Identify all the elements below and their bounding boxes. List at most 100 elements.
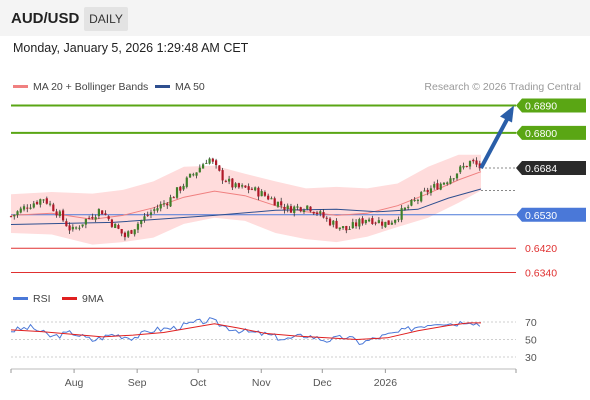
candle-up bbox=[423, 190, 426, 192]
candle-down bbox=[322, 212, 325, 218]
candle-down bbox=[263, 192, 267, 196]
pivot-price-badge bbox=[516, 207, 586, 222]
candle-up bbox=[410, 199, 413, 206]
resistance-price-badge bbox=[516, 98, 586, 113]
candle-down bbox=[91, 216, 94, 219]
candle-down bbox=[436, 183, 439, 190]
candle-down bbox=[120, 228, 123, 234]
copyright: Research © 2026 Trading Central bbox=[424, 81, 581, 93]
candle-down bbox=[55, 211, 58, 216]
symbol-title: AUD/USD bbox=[11, 10, 80, 27]
candle-down bbox=[26, 207, 29, 209]
candle-up bbox=[48, 203, 52, 205]
rsi-tick-label: 70 bbox=[525, 317, 537, 329]
candle-up bbox=[403, 207, 407, 210]
candle-up bbox=[254, 187, 257, 191]
rsi-line bbox=[10, 317, 481, 346]
candle-up bbox=[169, 197, 172, 207]
rsi9ma-legend-swatch bbox=[62, 297, 77, 300]
candle-down bbox=[472, 159, 475, 162]
candle-up bbox=[58, 211, 61, 216]
ma50-line bbox=[10, 188, 482, 225]
candle-down bbox=[354, 222, 358, 227]
candle-up bbox=[156, 208, 159, 211]
candle-down bbox=[267, 195, 270, 200]
candle-up bbox=[442, 182, 446, 185]
candle-up bbox=[319, 211, 322, 214]
timeframe-button[interactable]: DAILY bbox=[84, 7, 128, 31]
candle-down bbox=[104, 213, 107, 215]
candle-up bbox=[446, 182, 449, 184]
candle-up bbox=[468, 161, 472, 167]
candle-down bbox=[68, 225, 71, 231]
candle-down bbox=[172, 197, 175, 199]
candle-down bbox=[381, 221, 384, 226]
candle-up bbox=[78, 227, 81, 229]
forecast-arrow-head bbox=[500, 105, 514, 123]
candle-down bbox=[110, 219, 114, 227]
candle-down bbox=[221, 170, 224, 181]
resistance-price-label: 0.6890 bbox=[525, 101, 557, 113]
candle-up bbox=[276, 201, 280, 207]
candle-down bbox=[52, 204, 55, 212]
candle-down bbox=[237, 183, 240, 188]
forecast-arrow-shaft bbox=[479, 118, 509, 169]
candle-down bbox=[231, 178, 234, 188]
candle-up bbox=[394, 219, 397, 223]
ma50-legend-label: MA 50 bbox=[175, 81, 205, 93]
candle-up bbox=[384, 221, 387, 228]
candle-up bbox=[201, 164, 205, 169]
candle-down bbox=[166, 203, 169, 206]
candle-down bbox=[465, 165, 468, 168]
candle-up bbox=[341, 226, 345, 229]
x-tick-label: Nov bbox=[252, 377, 271, 389]
rsi-legend-swatch bbox=[13, 297, 28, 300]
candle-up bbox=[22, 206, 26, 210]
timestamp: Monday, January 5, 2026 1:29:48 AM CET bbox=[13, 41, 249, 55]
candle-up bbox=[185, 177, 188, 187]
candle-down bbox=[61, 210, 65, 221]
rsi-tick-label: 30 bbox=[525, 352, 537, 364]
candle-down bbox=[289, 206, 293, 213]
candle-up bbox=[195, 172, 198, 176]
candle-down bbox=[475, 160, 478, 165]
candle-up bbox=[286, 205, 289, 210]
candle-down bbox=[146, 214, 149, 216]
last-price-badge bbox=[516, 161, 586, 176]
candle-up bbox=[81, 224, 84, 227]
ma20-legend-label: MA 20 + Bollinger Bands bbox=[33, 81, 148, 93]
candle-up bbox=[32, 203, 35, 208]
candle-down bbox=[309, 206, 312, 212]
candle-up bbox=[462, 165, 465, 168]
candle-down bbox=[426, 189, 429, 193]
candle-up bbox=[97, 209, 100, 217]
candle-up bbox=[140, 220, 143, 225]
rsi-tick-label: 50 bbox=[525, 335, 537, 347]
candle-up bbox=[449, 178, 452, 184]
candle-down bbox=[247, 186, 250, 190]
candle-up bbox=[397, 219, 400, 221]
candle-up bbox=[228, 178, 231, 182]
candle-down bbox=[130, 230, 133, 234]
candle-down bbox=[211, 158, 214, 162]
ma50-legend-swatch bbox=[155, 85, 170, 88]
candle-down bbox=[218, 165, 221, 171]
x-tick-label: Sep bbox=[128, 377, 147, 389]
candle-up bbox=[455, 173, 459, 179]
candle-up bbox=[198, 167, 201, 173]
candle-up bbox=[270, 198, 273, 200]
candle-up bbox=[260, 191, 263, 197]
candle-up bbox=[452, 178, 455, 180]
x-tick-label: Oct bbox=[190, 377, 206, 389]
candle-up bbox=[84, 218, 87, 225]
candle-up bbox=[364, 219, 367, 224]
candle-up bbox=[127, 231, 130, 237]
candle-down bbox=[315, 212, 319, 215]
candle-up bbox=[377, 220, 380, 224]
candle-up bbox=[162, 203, 166, 205]
candle-down bbox=[117, 225, 120, 229]
candle-down bbox=[345, 225, 348, 231]
resistance-price-label: 0.6800 bbox=[525, 128, 557, 140]
candle-up bbox=[400, 208, 403, 220]
